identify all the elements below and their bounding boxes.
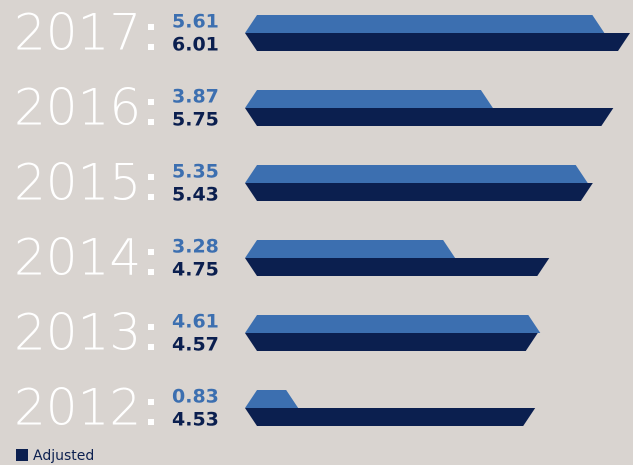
bar (245, 165, 588, 183)
value-label: 5.43 (172, 184, 219, 206)
bar (245, 333, 538, 351)
value-label: 4.61 (172, 311, 219, 333)
colon-dot (148, 119, 154, 125)
bar (245, 108, 614, 126)
value-label: 4.53 (172, 409, 219, 431)
colon-dot (148, 194, 154, 200)
value-label: 0.83 (172, 386, 219, 408)
value-label: 5.61 (172, 11, 219, 33)
bar (245, 258, 550, 276)
year-label: 2012 (14, 379, 141, 437)
colon-dot (148, 249, 154, 255)
bar (245, 33, 630, 51)
bar (245, 408, 536, 426)
legend-label: Adjusted (33, 448, 94, 464)
bar (245, 15, 605, 33)
colon-dot (148, 44, 154, 50)
colon-dot (148, 324, 154, 330)
value-label: 4.75 (172, 259, 219, 281)
year-label: 2014 (14, 229, 141, 287)
year-label: 2015 (14, 154, 141, 212)
value-label: 4.57 (172, 334, 219, 356)
value-label: 6.01 (172, 34, 219, 56)
colon-dot (148, 174, 154, 180)
bar (245, 240, 456, 258)
bar (245, 315, 541, 333)
legend-swatch (16, 449, 28, 461)
colon-dot (148, 344, 154, 350)
colon-dot (148, 24, 154, 30)
colon-dot (148, 99, 154, 105)
value-label: 3.87 (172, 86, 219, 108)
value-label: 3.28 (172, 236, 219, 258)
bar (245, 183, 593, 201)
year-label: 2017 (14, 4, 141, 62)
colon-dot (148, 399, 154, 405)
bar (245, 90, 493, 108)
colon-dot (148, 419, 154, 425)
colon-dot (148, 269, 154, 275)
legend: Adjusted (16, 448, 94, 464)
year-label: 2016 (14, 79, 141, 137)
year-label: 2013 (14, 304, 141, 362)
value-label: 5.75 (172, 109, 219, 131)
bar (245, 390, 299, 408)
value-label: 5.35 (172, 161, 219, 183)
